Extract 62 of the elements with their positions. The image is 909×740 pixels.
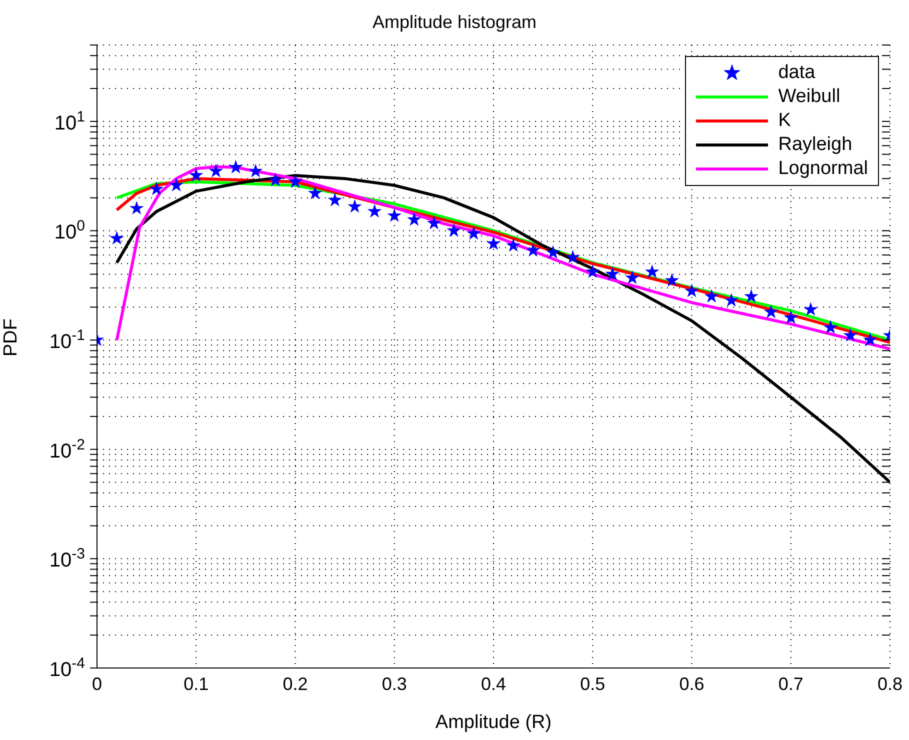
point: [704, 288, 719, 303]
point: [466, 226, 481, 240]
point: [862, 332, 878, 346]
point: [664, 273, 680, 287]
y-tick-label: 10$^{1}$: [54, 108, 85, 134]
point: [407, 212, 422, 226]
legend-label: K: [778, 110, 791, 132]
point: [486, 236, 501, 250]
point: [585, 264, 600, 278]
point: [784, 310, 798, 324]
point: [129, 200, 144, 215]
x-tick-label: 0.8: [877, 674, 903, 694]
legend-label: Weibull: [778, 86, 840, 108]
point: [566, 250, 580, 264]
point: [644, 264, 660, 278]
x-tick-label: 0.4: [480, 674, 506, 694]
x-axis-title: Amplitude (R): [435, 712, 552, 733]
x-tick-label: 0.5: [580, 674, 606, 694]
point: [684, 284, 699, 298]
x-tick-label: 0.6: [679, 674, 704, 694]
point: [208, 164, 224, 178]
point: [169, 178, 184, 192]
legend-label: Lognormal: [778, 158, 868, 180]
point: [605, 266, 620, 280]
point: [328, 192, 342, 206]
point: [348, 199, 362, 213]
legend-label: data: [778, 62, 816, 84]
point: [110, 230, 124, 245]
y-tick-label: 10$^{-4}$: [49, 654, 85, 681]
point: [625, 270, 640, 284]
point: [744, 288, 758, 303]
y-tick-label: 10$^{-1}$: [49, 326, 85, 354]
point: [288, 174, 302, 188]
legend-label: Rayleigh: [778, 134, 852, 156]
point: [764, 304, 778, 318]
point: [149, 182, 164, 196]
x-tick-label: 0: [92, 674, 102, 694]
point: [188, 168, 204, 182]
y-axis-title: PDF: [0, 318, 22, 356]
y-tick-label: 10$^{-2}$: [49, 436, 85, 462]
x-tick-label: 0.2: [282, 674, 308, 694]
point: [268, 172, 283, 186]
point: [387, 208, 402, 222]
point: [367, 204, 382, 218]
y-tick-label: 10$^{0}$: [54, 217, 85, 244]
point: [546, 245, 560, 259]
x-tick-label: 0.1: [184, 674, 209, 694]
point: [308, 186, 322, 200]
point: [228, 160, 243, 174]
point: [804, 302, 818, 316]
point: [724, 292, 739, 307]
y-tick-label: 10$^{-3}$: [49, 545, 85, 572]
point: [248, 164, 263, 178]
point: [446, 223, 462, 237]
point: [526, 242, 540, 257]
point: [823, 320, 838, 334]
point: [426, 216, 442, 230]
point: [506, 238, 521, 252]
x-tick-label: 0.7: [778, 674, 804, 694]
point: [843, 328, 858, 342]
x-tick-label: 0.3: [382, 674, 407, 694]
chart-title: Amplitude histogram: [371, 12, 538, 33]
